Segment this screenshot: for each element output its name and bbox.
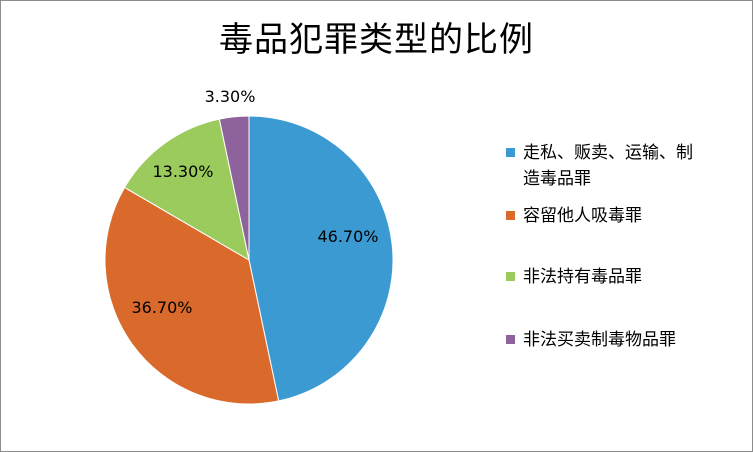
data-label-harboring: 36.70% (131, 298, 192, 317)
legend-label-precursor: 非法买卖制毒物品罪 (523, 330, 676, 350)
legend-item-smuggling-trafficking: 走私、贩卖、运输、制 造毒品罪 (506, 140, 726, 192)
legend-item-precursor-trading: 非法买卖制毒物品罪 (506, 327, 726, 353)
legend-item-harboring: 容留他人吸毒罪 (506, 203, 726, 229)
legend-swatch-precursor (506, 335, 515, 344)
legend-label-smuggling-line1: 走私、贩卖、运输、制 (523, 143, 693, 163)
data-label-precursor: 3.30% (205, 87, 256, 106)
pie-slice-harboring (104, 186, 280, 405)
pie-slice-smuggling (248, 115, 394, 402)
legend-swatch-possession (506, 272, 515, 281)
chart-title: 毒品犯罪类型的比例 (219, 20, 534, 60)
legend-label-smuggling-line2: 造毒品罪 (523, 169, 591, 189)
data-label-smuggling: 46.70% (317, 227, 378, 246)
legend-swatch-smuggling (506, 148, 515, 157)
pie-slice-precursor (218, 115, 250, 261)
legend-label-harboring: 容留他人吸毒罪 (523, 206, 642, 226)
legend-label-possession: 非法持有毒品罪 (523, 267, 642, 287)
pie-slice-possession (123, 118, 250, 261)
legend-swatch-harboring (506, 211, 515, 220)
data-label-possession: 13.30% (152, 162, 213, 181)
legend-item-possession: 非法持有毒品罪 (506, 264, 726, 290)
